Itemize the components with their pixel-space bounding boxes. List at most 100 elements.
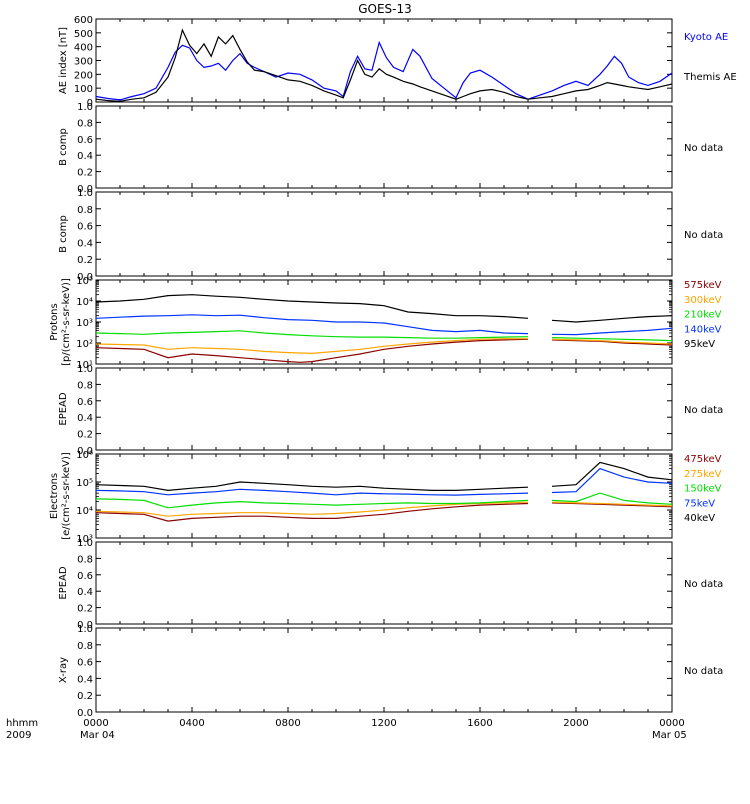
panel-frame — [95, 279, 673, 365]
legend-label: 150keV — [684, 484, 722, 495]
y-tick-label: 1.0 — [77, 538, 93, 549]
series-line-75kev — [96, 488, 529, 496]
y-tick-label: 400 — [74, 43, 93, 54]
series-line-210kev — [551, 337, 672, 342]
y-tick-label: 0.0 — [77, 184, 93, 195]
panel-epead1: 0.0 0.2 0.4 0.6 0.8 1.0 EPEAD No data — [58, 364, 723, 457]
y-tick-label: 200 — [74, 70, 93, 81]
no-data-label: No data — [684, 405, 723, 416]
y-tick-label: 0.0 — [77, 272, 93, 283]
y-tick-label: 10⁵ — [76, 478, 93, 489]
legend-label: 275keV — [684, 469, 722, 480]
y-tick-label: 0.4 — [77, 151, 93, 162]
legend-label: 475keV — [684, 454, 722, 465]
x-tick-label: 1600 — [467, 718, 492, 729]
y-tick-label: 300 — [74, 57, 93, 68]
y-tick-label: 10³ — [76, 534, 93, 545]
y-tick-label: 1.0 — [77, 624, 93, 635]
y-axis-label: Electrons — [49, 473, 60, 519]
legend-label: 75keV — [684, 498, 715, 509]
y-axis-unit: [p/(cm²-s-sr-keV)] — [61, 278, 72, 366]
y-tick-label: 10² — [76, 339, 93, 350]
x-tick-label: 2000 — [563, 718, 588, 729]
panel-bcomp1: 0.0 0.2 0.4 0.6 0.8 1.0 B comp No data — [58, 102, 723, 195]
y-tick-label: 0.6 — [77, 222, 93, 233]
y-axis-label: AE index [nT] — [58, 27, 69, 94]
y-axis-label: Protons — [49, 303, 60, 340]
series-line-150kev — [96, 498, 529, 509]
y-tick-label: 0.6 — [77, 135, 93, 146]
panel-bcomp2: 0.0 0.2 0.4 0.6 0.8 1.0 B comp No data — [58, 188, 723, 283]
series-line-275kev — [96, 501, 529, 517]
x-axis: hhmm 2009 Mar 04 Mar 05 0000 0400 0800 1200… — [6, 718, 687, 741]
panel-protons: 10¹ 10² 10³ 10⁴ 10⁵ Protons [p/(cm²-s-sr-keV)]… — [49, 276, 722, 371]
no-data-label: No data — [684, 230, 723, 241]
series-line-40kev — [551, 461, 672, 487]
chart-title: GOES-13 — [358, 2, 412, 16]
y-tick-label: 0.2 — [77, 430, 93, 441]
y-tick-label: 10⁶ — [76, 450, 93, 461]
x-tick-label: 0000 — [83, 718, 108, 729]
legend-label: Kyoto AE — [684, 32, 728, 43]
y-axis-label: EPEAD — [58, 392, 69, 426]
legend-label: 140keV — [684, 324, 722, 335]
panel-epead2: 0.0 0.2 0.4 0.6 0.8 1.0 EPEAD No data — [58, 538, 723, 631]
panel-xray: 0.0 0.2 0.4 0.6 0.8 1.0 X-ray No data — [58, 624, 723, 719]
panel-frame — [95, 367, 673, 451]
y-tick-label: 0.8 — [77, 380, 93, 391]
y-tick-label: 0.6 — [77, 658, 93, 669]
y-tick-label: 0.2 — [77, 255, 93, 266]
x-tick-label: 0400 — [179, 718, 204, 729]
y-tick-label: 1.0 — [77, 102, 93, 113]
y-tick-label: 500 — [74, 29, 93, 40]
x-axis-start-date: Mar 04 — [80, 730, 115, 741]
x-axis-hhmm-label: hhmm — [6, 718, 38, 729]
panel-electrons: 10³ 10⁴ 10⁵ 10⁶ Electrons [e/(cm²-s-sr-keV)] 4… — [49, 450, 722, 545]
y-tick-label: 0.0 — [77, 620, 93, 631]
series-line-75kev — [551, 467, 672, 494]
y-axis-label: B comp — [58, 215, 69, 253]
series-line-575kev — [551, 339, 672, 346]
y-tick-label: 1.0 — [77, 188, 93, 199]
y-tick-label: 0.6 — [77, 397, 93, 408]
y-axis-unit: [e/(cm²-s-sr-keV)] — [61, 452, 72, 540]
series-line-300kev — [96, 338, 528, 355]
panel-frame — [95, 453, 673, 539]
y-tick-label: 0.4 — [77, 413, 93, 424]
y-tick-label: 10⁴ — [76, 297, 93, 308]
y-tick-label: 0.2 — [77, 604, 93, 615]
y-tick-label: 0 — [87, 98, 93, 109]
y-tick-label: 10⁴ — [76, 506, 93, 517]
legend-label: 40keV — [684, 513, 715, 524]
y-axis-label: B comp — [58, 128, 69, 166]
y-tick-label: 0.4 — [77, 238, 93, 249]
y-tick-label: 0.8 — [77, 118, 93, 129]
legend-label: 575keV — [684, 280, 722, 291]
panel-ae: 0 100 200 300 400 500 600 AE index [nT] Kyoto AE… — [58, 15, 737, 109]
y-tick-label: 10¹ — [76, 360, 93, 371]
panel-frame — [95, 541, 673, 625]
series-line-95kev — [96, 294, 529, 319]
y-tick-label: 100 — [74, 84, 93, 95]
x-tick-label: 0000 — [659, 718, 684, 729]
series-line-210kev — [96, 330, 529, 339]
series-line-140kev — [551, 327, 672, 336]
y-tick-label: 600 — [74, 15, 93, 26]
panel-frame — [95, 627, 673, 713]
x-axis-end-date: Mar 05 — [652, 730, 687, 741]
panel-frame — [95, 191, 673, 277]
panel-frame — [95, 105, 673, 189]
no-data-label: No data — [684, 579, 723, 590]
y-tick-label: 0.8 — [77, 205, 93, 216]
series-line-themis-ae — [96, 28, 672, 102]
series-line-300kev — [551, 338, 672, 345]
y-tick-label: 0.8 — [77, 641, 93, 652]
series-line-475kev — [96, 502, 529, 522]
no-data-label: No data — [684, 666, 723, 677]
y-tick-label: 1.0 — [77, 364, 93, 375]
x-tick-label: 0800 — [275, 718, 300, 729]
legend-label: 300keV — [684, 295, 722, 306]
series-line-40kev — [96, 481, 529, 492]
y-tick-label: 0.4 — [77, 674, 93, 685]
